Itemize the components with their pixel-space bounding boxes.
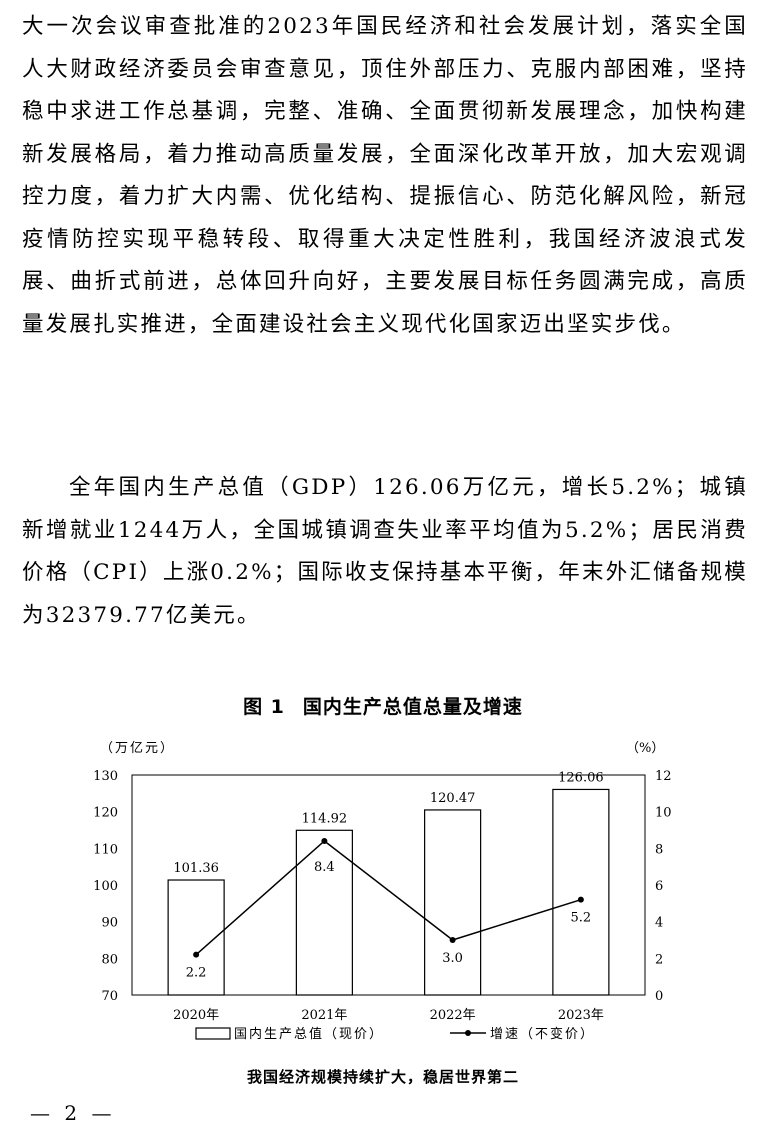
- growth-rate-value-label: 3.0: [442, 951, 463, 966]
- y-right-axis-label: （%）: [626, 741, 664, 756]
- gdp-bar: [552, 788, 610, 996]
- gdp-chart: （万亿元） （%） 70 80 90 100 110 120 130 0 2 4 6 8 10 12 101.3…: [93, 741, 672, 1042]
- y-right-tick-label: 6: [655, 879, 663, 894]
- gdp-bar-value-label: 126.06: [558, 770, 604, 785]
- y-left-axis-label: （万亿元）: [100, 741, 175, 756]
- plot-frame: [131, 774, 646, 996]
- figure-title: 图 1 国内生产总值总量及增速: [0, 692, 766, 719]
- gdp-bar-value-label: 114.92: [302, 811, 348, 826]
- paragraph-2: 全年国内生产总值（GDP）126.06万亿元，增长5.2%；城镇新增就业1244…: [22, 475, 748, 628]
- y-right-tick-label: 2: [655, 952, 663, 967]
- figure-caption: 我国经济规模持续扩大，稳居世界第二: [246, 1068, 519, 1086]
- gdp-bar: [424, 809, 482, 996]
- growth-rate-value-label: 2.2: [186, 966, 207, 981]
- growth-rate-value-label: 5.2: [571, 911, 592, 926]
- y-right-tick-label: 12: [655, 769, 672, 784]
- x-category-label: 2020年: [173, 1008, 219, 1023]
- paragraph-1: 大一次会议审查批准的2023年国民经济和社会发展计划，落实全国人大财政经济委员会…: [22, 14, 748, 337]
- growth-rate-point: [449, 937, 456, 943]
- gdp-bar-value-label: 120.47: [430, 791, 476, 806]
- growth-rate-point: [577, 896, 584, 903]
- y-left-tick-label: 130: [93, 769, 118, 784]
- x-category-label: 2021年: [301, 1008, 347, 1023]
- legend-line-label: 增速（不变价）: [490, 1026, 595, 1042]
- legend-line-marker: [465, 1030, 471, 1036]
- figure-number: 图 1: [243, 696, 285, 718]
- y-right-tick-label: 0: [655, 989, 663, 1004]
- legend-bar-label: 国内生产总值（现价）: [234, 1026, 384, 1042]
- legend-bar-swatch: [195, 1027, 231, 1040]
- y-left-tick-label: 100: [93, 879, 118, 894]
- gdp-bar-value-label: 101.36: [173, 861, 219, 876]
- page-number: — 2 —: [30, 1101, 116, 1125]
- x-category-label: 2022年: [430, 1008, 476, 1023]
- y-right-tick-label: 4: [655, 916, 663, 931]
- y-left-tick-label: 90: [101, 916, 118, 931]
- growth-rate-point: [321, 838, 328, 844]
- y-left-tick-label: 80: [101, 952, 118, 967]
- y-right-tick-label: 10: [655, 806, 672, 821]
- gdp-bar: [295, 829, 353, 996]
- growth-rate-point: [193, 951, 200, 958]
- y-left-tick-label: 70: [101, 989, 118, 1004]
- growth-rate-value-label: 8.4: [314, 860, 335, 875]
- x-category-label: 2023年: [558, 1008, 604, 1023]
- figure-title-text: 国内生产总值总量及增速: [302, 696, 523, 718]
- y-left-tick-label: 120: [93, 806, 118, 821]
- y-left-tick-label: 110: [93, 842, 118, 857]
- growth-rate-line: [195, 840, 582, 956]
- y-right-tick-label: 8: [655, 842, 663, 857]
